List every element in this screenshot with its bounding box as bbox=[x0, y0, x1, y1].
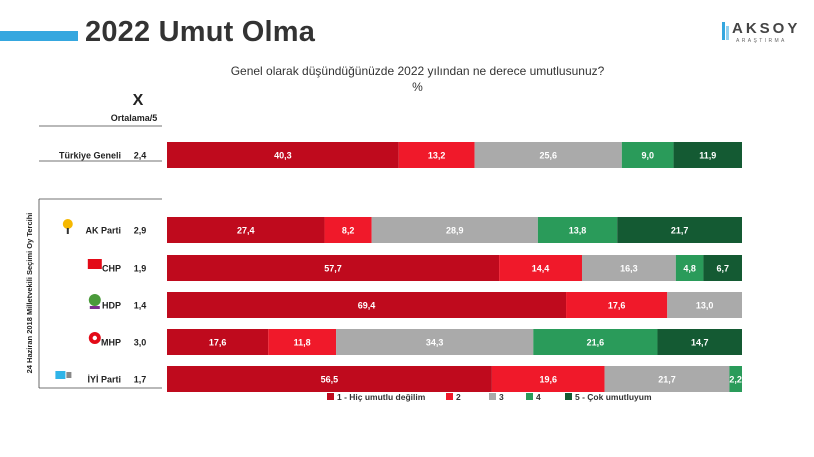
category-label: MHP bbox=[101, 338, 121, 348]
bar-segment bbox=[729, 366, 742, 392]
chp-logo-icon bbox=[87, 259, 102, 269]
category-label: AK Parti bbox=[85, 226, 121, 236]
bar-value-label: 11,8 bbox=[294, 338, 311, 348]
bar-segment bbox=[703, 255, 742, 281]
bar-value-label: 4,8 bbox=[683, 264, 696, 274]
bar-value-label: 34,3 bbox=[426, 338, 444, 348]
legend-entry: 2 bbox=[456, 392, 461, 402]
bar-value-label: 56,5 bbox=[321, 375, 339, 385]
page-title: 2022 Umut Olma bbox=[85, 16, 316, 48]
aksoy-logo-mark-icon bbox=[722, 22, 729, 40]
legend-swatch bbox=[446, 393, 453, 400]
category-mean: 1,4 bbox=[134, 301, 147, 311]
bar-segment bbox=[621, 142, 674, 168]
question-text: Genel olarak düşündüğünüzde 2022 yılında… bbox=[230, 64, 605, 78]
bar-value-label: 16,3 bbox=[620, 264, 638, 274]
bar-segment bbox=[673, 142, 742, 168]
legend-entry: 5 - Çok umutluyum bbox=[575, 392, 652, 402]
bar-value-label: 21,6 bbox=[587, 338, 605, 348]
bar-value-label: 9,0 bbox=[641, 151, 654, 161]
bar-segment bbox=[167, 217, 325, 243]
category-mean: 2,4 bbox=[134, 151, 147, 161]
category-label: CHP bbox=[102, 264, 121, 274]
bar-value-label: 8,2 bbox=[342, 226, 355, 236]
bar-segment bbox=[167, 329, 269, 355]
category-label: İYİ Parti bbox=[87, 375, 121, 385]
bar-segment bbox=[581, 255, 676, 281]
category-label: HDP bbox=[102, 301, 121, 311]
bar-segment bbox=[675, 255, 704, 281]
bar-segment bbox=[371, 217, 538, 243]
bar-segment bbox=[537, 217, 618, 243]
legend-entry: 1 - Hiç umutlu değilim bbox=[337, 392, 426, 402]
mhp-logo-inner bbox=[92, 335, 98, 341]
bar-segment bbox=[167, 255, 500, 281]
iyi-parti-logo-icon bbox=[55, 371, 66, 379]
bar-value-label: 6,7 bbox=[716, 264, 729, 274]
legend-swatch bbox=[526, 393, 533, 400]
category-mean: 3,0 bbox=[134, 338, 147, 348]
group-axis-label: 24 Haziran 2018 Milletvekili Seçimi Oy T… bbox=[25, 213, 34, 374]
legend-entry: 4 bbox=[536, 392, 541, 402]
question-unit: % bbox=[412, 80, 423, 94]
bar-segment bbox=[336, 329, 534, 355]
legend-swatch bbox=[327, 393, 334, 400]
bar-segment bbox=[617, 217, 742, 243]
bar-value-label: 21,7 bbox=[658, 375, 676, 385]
bar-segment bbox=[657, 329, 742, 355]
mean-header-label: Ortalama/5 bbox=[111, 113, 158, 123]
bar-value-label: 13,0 bbox=[696, 301, 714, 311]
bar-value-label: 14,7 bbox=[691, 338, 709, 348]
aksoy-logo: AKSOY ARAŞTIRMA bbox=[722, 20, 802, 46]
bar-value-label: 17,6 bbox=[209, 338, 227, 348]
bar-segment bbox=[474, 142, 622, 168]
title-accent-bar bbox=[0, 31, 78, 41]
survey-question: Genel olarak düşündüğünüzde 2022 yılında… bbox=[150, 63, 685, 95]
bar-segment bbox=[324, 217, 372, 243]
mean-header-symbol: X bbox=[133, 92, 144, 109]
bar-value-label: 11,9 bbox=[699, 151, 716, 161]
bar-value-label: 19,6 bbox=[539, 375, 557, 385]
logo-subtext: ARAŞTIRMA bbox=[736, 38, 787, 44]
hdp-logo-base bbox=[89, 306, 100, 309]
iyi-parti-logo-text bbox=[66, 372, 72, 378]
bar-value-label: 21,7 bbox=[671, 226, 689, 236]
bar-segment bbox=[566, 292, 668, 318]
bar-value-label: 40,3 bbox=[274, 151, 292, 161]
bar-value-label: 28,9 bbox=[446, 226, 464, 236]
legend-swatch bbox=[565, 393, 572, 400]
bar-value-label: 69,4 bbox=[358, 301, 376, 311]
bar-segment bbox=[268, 329, 337, 355]
bar-segment bbox=[667, 292, 742, 318]
bar-segment bbox=[167, 142, 399, 168]
ak-parti-logo-icon bbox=[62, 219, 73, 229]
bar-value-label: 25,6 bbox=[539, 151, 557, 161]
category-mean: 1,9 bbox=[134, 264, 147, 274]
category-mean: 2,9 bbox=[134, 226, 147, 236]
bar-segment bbox=[604, 366, 730, 392]
ak-parti-logo-stem bbox=[66, 228, 69, 234]
bar-segment bbox=[533, 329, 658, 355]
category-label: Türkiye Geneli bbox=[59, 151, 121, 161]
bar-value-label: 17,6 bbox=[608, 301, 626, 311]
bar-segment bbox=[398, 142, 475, 168]
hdp-logo-icon bbox=[88, 294, 101, 306]
legend-swatch bbox=[489, 393, 496, 400]
bar-value-label: 2,2 bbox=[729, 375, 742, 385]
bar-value-label: 57,7 bbox=[324, 264, 342, 274]
logo-word: AKSOY bbox=[732, 20, 801, 37]
bar-segment bbox=[499, 255, 582, 281]
legend-entry: 3 bbox=[499, 392, 504, 402]
bar-segment bbox=[167, 366, 492, 392]
bar-segment bbox=[491, 366, 605, 392]
bar-value-label: 13,8 bbox=[569, 226, 587, 236]
bar-value-label: 13,2 bbox=[428, 151, 446, 161]
category-mean: 1,7 bbox=[134, 375, 147, 385]
bar-segment bbox=[167, 292, 567, 318]
bar-value-label: 27,4 bbox=[237, 226, 255, 236]
bar-value-label: 14,4 bbox=[532, 264, 550, 274]
